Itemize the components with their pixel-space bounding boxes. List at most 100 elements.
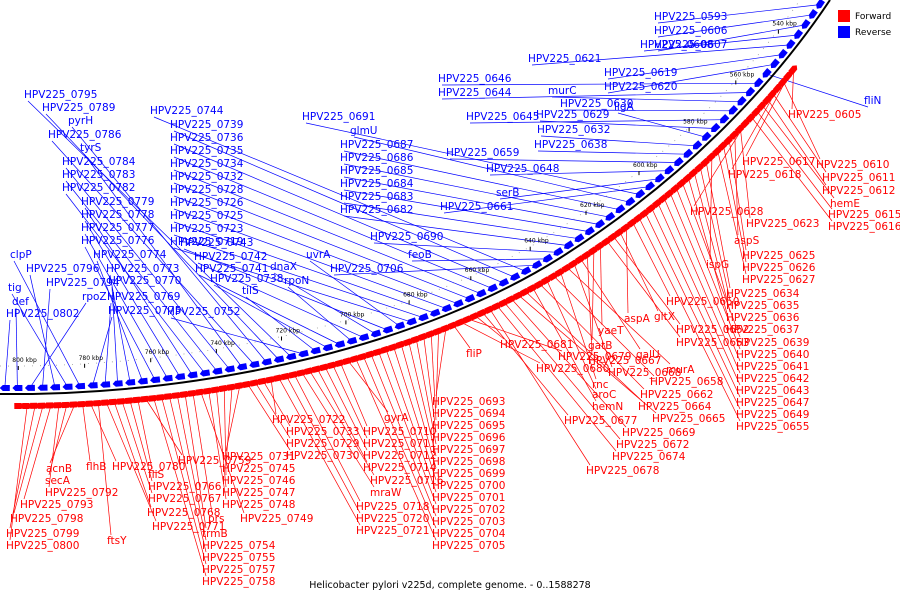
gene-label: HPV225_0608	[640, 39, 713, 51]
tick-label: 620 kbp	[580, 202, 605, 209]
gene-arrow	[380, 345, 391, 354]
gene-label: ligA	[614, 101, 634, 113]
label-connector	[363, 356, 437, 529]
gene-label: murC	[548, 85, 577, 97]
gene-arrow	[101, 399, 112, 406]
label-connector	[23, 405, 52, 500]
label-connector	[15, 307, 18, 389]
label-connector	[745, 75, 789, 157]
legend-forward-label: Forward	[855, 12, 891, 22]
gene-arrow	[357, 352, 369, 361]
label-connector	[728, 139, 747, 251]
gene-arrow	[655, 173, 665, 183]
gene-label: HPV225_0650	[666, 296, 739, 308]
gene-arrow	[236, 363, 248, 371]
label-connector	[657, 14, 813, 38]
label-connector	[378, 351, 437, 505]
gene-label: HPV225_0668	[608, 367, 681, 379]
gene-label: HPV225_0607	[654, 39, 727, 51]
gene-label: HPV225_0632	[537, 124, 610, 136]
label-connector	[104, 302, 112, 385]
label-connector	[567, 267, 671, 365]
gene-label: HPV225_0752	[167, 306, 240, 318]
gene-label: HPV225_0759	[178, 455, 251, 467]
label-connector	[467, 318, 563, 352]
gene-arrow	[327, 361, 338, 370]
gene-arrow	[286, 352, 297, 361]
gene-arrow	[702, 131, 712, 141]
gene-label: mraW	[370, 487, 402, 499]
tick-label: 680 kbp	[403, 292, 428, 299]
gene-label: HPV225_0732	[170, 171, 243, 183]
gene-label: ispG	[706, 259, 729, 271]
gene-arrow	[388, 343, 399, 352]
label-connector	[83, 153, 243, 368]
tick-label: 740 kbp	[210, 340, 235, 347]
gene-label: HPV225_0783	[62, 169, 135, 181]
gene-arrow	[342, 357, 353, 366]
gene-arrow	[265, 376, 276, 384]
gene-label: HPV225_0610	[816, 159, 889, 171]
gene-arrow	[87, 382, 98, 389]
label-connector	[11, 293, 68, 387]
label-connector	[606, 240, 681, 338]
label-connector	[324, 366, 368, 451]
gene-label: HPV225_0611	[822, 172, 895, 184]
gene-label: serB	[496, 187, 519, 199]
gene-arrow	[432, 327, 444, 336]
label-connector	[109, 274, 131, 383]
label-connector	[169, 396, 207, 553]
gene-arrows	[0, 0, 826, 410]
gene-label: HPV225_0662	[640, 389, 713, 401]
gene-arrow	[148, 394, 159, 402]
gene-label: fliP	[466, 348, 482, 360]
gene-label: HPV225_0616	[828, 221, 900, 233]
gene-arrow	[746, 86, 756, 97]
gene-arrow	[510, 272, 521, 281]
label-connector	[687, 177, 731, 325]
gene-arrow	[234, 382, 245, 390]
gene-label: HPV225_0620	[604, 81, 677, 93]
label-connector	[441, 92, 750, 100]
gene-arrow	[140, 395, 151, 403]
gene-label: HPV225_0754	[202, 540, 276, 552]
label-connector	[343, 176, 600, 225]
gene-label: HPV225_0612	[822, 185, 895, 197]
gene-arrow	[801, 19, 811, 29]
label-connector	[173, 247, 412, 323]
gene-label: HPV225_0640	[736, 349, 809, 361]
gene-arrow	[50, 384, 61, 391]
gene-arrow	[249, 360, 260, 368]
label-connector	[449, 158, 679, 163]
gene-arrow	[288, 371, 300, 379]
label-connector	[173, 234, 424, 318]
gene-label: hemN	[592, 401, 623, 413]
gene-label: gltX	[654, 311, 675, 323]
gene-arrow	[350, 355, 361, 363]
gene-label: HPV225_0706	[330, 263, 404, 275]
label-connector	[173, 208, 447, 309]
gene-label: HPV225_0655	[736, 421, 809, 433]
label-connector	[173, 221, 435, 314]
label-connector	[453, 324, 471, 349]
label-connector	[400, 344, 437, 469]
gene-arrow	[125, 379, 136, 386]
gene-label: HPV225_0672	[616, 439, 689, 451]
gene-label: HPV225_0674	[612, 451, 686, 463]
gene-arrow	[281, 372, 292, 381]
gene-label: tyrS	[80, 142, 102, 154]
gene-label: HPV225_0677	[564, 415, 637, 427]
gene-label: HPV225_0716	[370, 475, 444, 487]
gene-label: HPV225_0652	[676, 324, 749, 336]
label-connector	[553, 275, 655, 377]
label-connector	[482, 312, 569, 416]
gene-arrow	[365, 350, 376, 359]
gene-arrow	[0, 384, 10, 392]
gene-label: HPV225_0789	[42, 102, 115, 114]
label-connector	[489, 309, 591, 466]
gene-label: HPV225_0766	[148, 481, 222, 493]
label-connector	[613, 236, 681, 325]
label-connector	[767, 99, 827, 186]
gene-label: ftsY	[107, 535, 127, 547]
gene-label: HPV225_0770	[108, 275, 181, 287]
